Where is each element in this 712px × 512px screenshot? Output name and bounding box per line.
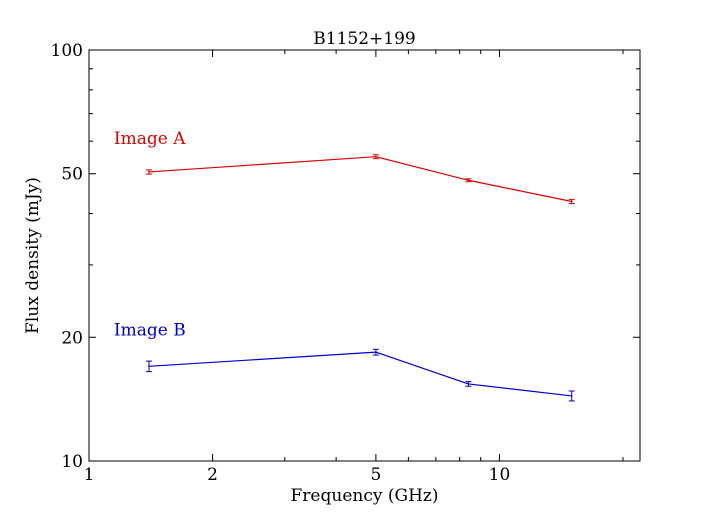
data-point — [467, 383, 470, 385]
error-bar — [372, 154, 379, 160]
series-line — [148, 351, 572, 397]
data-point — [375, 155, 377, 158]
data-point — [148, 171, 150, 173]
data-point — [148, 365, 150, 368]
data-point — [467, 179, 470, 182]
error-bar — [372, 348, 379, 356]
data-point — [570, 200, 573, 203]
x-tick-label: 10 — [489, 465, 511, 485]
axis-ticks — [88, 49, 640, 462]
plot-frame — [88, 49, 641, 462]
y-tick-label: 50 — [61, 165, 83, 185]
annotation-image-a: Image A — [114, 129, 186, 149]
chart-title: B1152+199 — [313, 29, 415, 49]
x-tick-label: 1 — [84, 465, 95, 485]
y-tick-label: 100 — [51, 41, 83, 61]
error-bar — [568, 390, 575, 402]
plot-area — [145, 154, 575, 402]
y-axis-label: Flux density (mJy) — [23, 177, 43, 334]
data-point — [570, 395, 573, 397]
error-bar — [465, 381, 472, 387]
data-point — [375, 351, 377, 353]
error-bar — [568, 198, 575, 205]
error-bar — [145, 169, 152, 175]
x-tick-label: 2 — [207, 465, 218, 485]
series-1 — [145, 348, 575, 402]
y-tick-label: 10 — [61, 452, 83, 472]
y-tick-label: 20 — [61, 328, 83, 348]
x-tick-label: 5 — [370, 465, 381, 485]
error-bar — [145, 360, 152, 373]
x-axis-label: Frequency (GHz) — [291, 486, 439, 506]
series-line — [148, 156, 572, 203]
series-0 — [145, 154, 575, 205]
error-bar — [465, 178, 472, 183]
annotation-image-b: Image B — [114, 321, 186, 341]
